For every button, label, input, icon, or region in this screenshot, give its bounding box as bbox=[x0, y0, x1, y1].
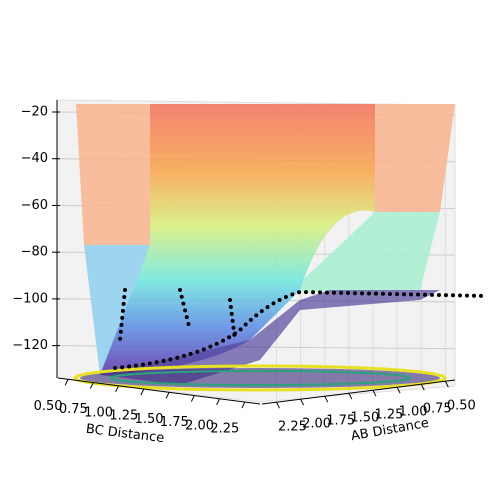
y-tick-label: 1.50 bbox=[350, 411, 379, 426]
y-tick-label: 1.75 bbox=[326, 414, 355, 429]
y-tick-mark bbox=[300, 398, 305, 406]
y-tick-mark bbox=[348, 392, 353, 400]
z-tick-label: −100 bbox=[12, 291, 48, 306]
x-tick-label: 0.75 bbox=[59, 402, 88, 417]
z-tick-label: −120 bbox=[12, 338, 48, 353]
ticks: −20−40−60−80−100−1200.500.751.001.251.50… bbox=[12, 105, 476, 437]
z-tick-label: −40 bbox=[21, 151, 48, 166]
z-tick-label: −80 bbox=[21, 245, 48, 260]
x-tick-mark bbox=[140, 388, 145, 396]
axes bbox=[56, 100, 456, 405]
y-tick-mark bbox=[372, 389, 377, 397]
surface bbox=[76, 104, 455, 385]
y-tick-label: 0.75 bbox=[423, 402, 452, 417]
x-tick-label: 2.25 bbox=[210, 422, 239, 437]
y-tick-label: 1.00 bbox=[399, 405, 428, 420]
x-tick-label: 1.75 bbox=[160, 415, 189, 430]
y-tick-label: 0.50 bbox=[447, 399, 476, 414]
x-tick-label: 1.25 bbox=[109, 409, 138, 424]
y-tick-label: 2.00 bbox=[302, 417, 331, 432]
x-tick-mark bbox=[115, 385, 120, 393]
y-tick-mark bbox=[396, 386, 401, 394]
y-tick-label: 1.25 bbox=[374, 408, 403, 423]
z-tick-label: −20 bbox=[21, 105, 48, 120]
trajectory bbox=[113, 288, 487, 370]
x-tick-label: 1.00 bbox=[84, 405, 113, 420]
y-tick-mark bbox=[324, 395, 329, 403]
x-tick-mark bbox=[190, 395, 195, 402]
y-tick-mark bbox=[444, 380, 449, 388]
x-tick-mark bbox=[165, 392, 170, 399]
x-tick-mark bbox=[241, 401, 246, 409]
y-tick-mark bbox=[276, 401, 280, 409]
x-tick-mark bbox=[64, 379, 69, 386]
x-tick-mark bbox=[89, 382, 94, 389]
x-tick-mark bbox=[216, 398, 221, 406]
y-tick-label: 2.25 bbox=[278, 420, 307, 435]
z-tick-label: −60 bbox=[21, 198, 48, 213]
x-tick-label: 2.00 bbox=[185, 418, 214, 433]
x-tick-label: 1.50 bbox=[135, 412, 164, 427]
floor-contour bbox=[73, 364, 447, 392]
y-tick-mark bbox=[420, 383, 425, 391]
x-tick-label: 0.50 bbox=[34, 399, 63, 414]
